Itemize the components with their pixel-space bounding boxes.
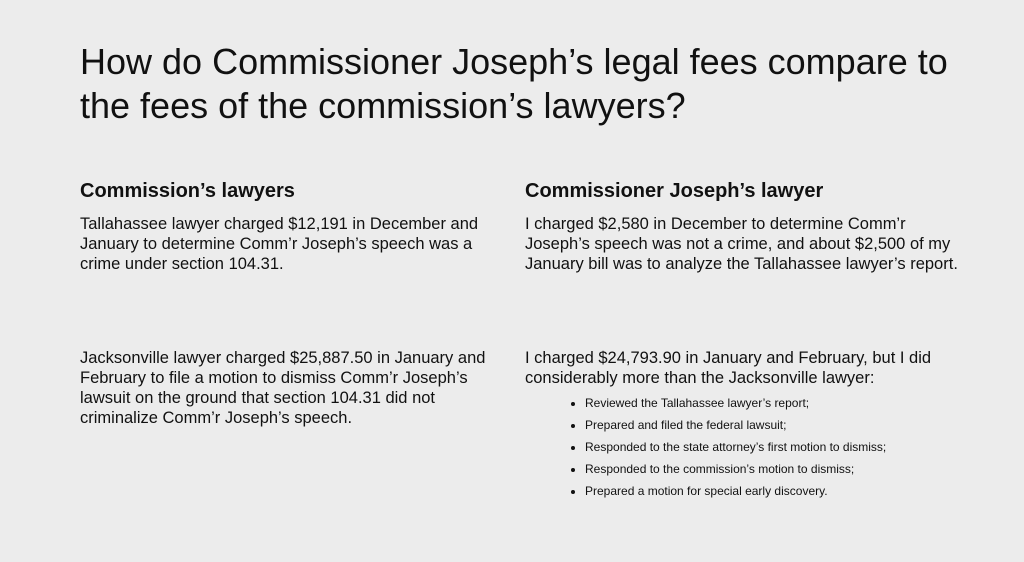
column-heading: Commissioner Joseph’s lawyer [525, 180, 824, 202]
left-column: Commission’s lawyers Tallahassee lawyer … [80, 178, 500, 427]
right-column: Commissioner Joseph’s lawyer I charged $… [525, 178, 965, 498]
paragraph: Tallahassee lawyer charged $12,191 in De… [80, 215, 479, 273]
bullet-item: Prepared and filed the federal lawsuit; [585, 414, 965, 436]
paragraph: Jacksonville lawyer charged $25,887.50 i… [80, 349, 486, 427]
second-block: I charged $24,793.90 in January and Febr… [525, 348, 965, 502]
bullet-item: Responded to the state attorney’s first … [585, 436, 965, 458]
bullet-item: Prepared a motion for special early disc… [585, 480, 965, 502]
column-heading: Commission’s lawyers [80, 180, 295, 202]
paragraph: I charged $24,793.90 in January and Febr… [525, 349, 932, 387]
paragraph: I charged $2,580 in December to determin… [525, 215, 958, 273]
bullet-item: Responded to the commission’s motion to … [585, 458, 965, 480]
bullet-item: Reviewed the Tallahassee lawyer’s report… [585, 392, 965, 414]
bullet-list: Reviewed the Tallahassee lawyer’s report… [525, 392, 965, 502]
slide-title: How do Commissioner Joseph’s legal fees … [80, 41, 948, 126]
